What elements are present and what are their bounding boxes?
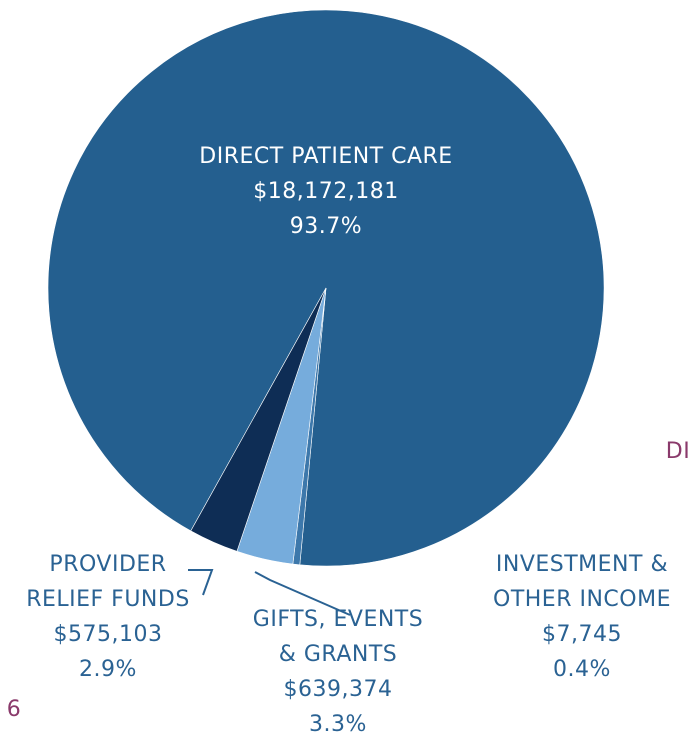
fragment-text: 6 xyxy=(7,697,22,722)
slice-percent: 0.4% xyxy=(553,657,611,682)
slice-label: & GRANTS xyxy=(279,642,398,667)
leader-line xyxy=(188,569,214,596)
slice-amount: $18,172,181 xyxy=(253,179,398,204)
slice-label: OTHER INCOME xyxy=(493,587,671,612)
slice-label: PROVIDER xyxy=(49,552,166,577)
slice-label: RELIEF FUNDS xyxy=(26,587,190,612)
fragment-text: DI xyxy=(666,439,690,464)
slice-percent: 93.7% xyxy=(290,214,362,239)
slice-amount: $7,745 xyxy=(542,622,622,647)
slice-label: DIRECT PATIENT CARE xyxy=(199,144,452,169)
slice-amount: $575,103 xyxy=(54,622,163,647)
pie-slice xyxy=(190,287,327,552)
slice-percent: 2.9% xyxy=(79,657,137,682)
slice-label: INVESTMENT & xyxy=(496,552,668,577)
slice-label: GIFTS, EVENTS xyxy=(253,607,423,632)
slice-percent: 3.3% xyxy=(309,712,367,733)
slice-amount: $639,374 xyxy=(284,677,393,702)
leader-line xyxy=(254,571,351,616)
